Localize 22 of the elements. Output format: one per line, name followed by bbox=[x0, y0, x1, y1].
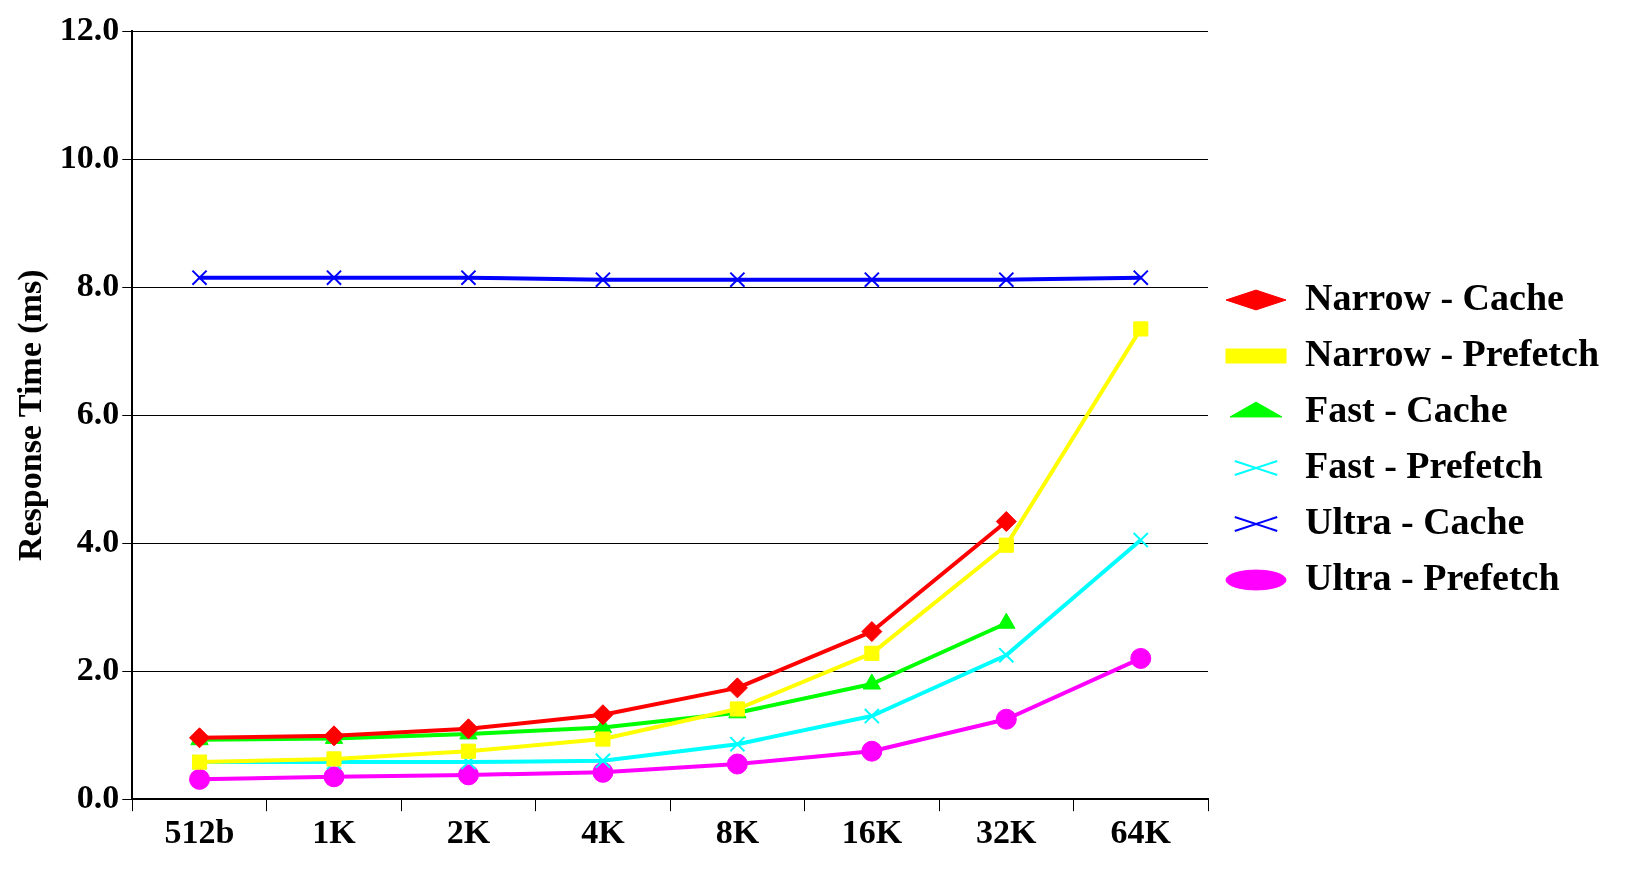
x-tick-label: 16K bbox=[841, 813, 903, 851]
x-tick-label: 512b bbox=[164, 813, 235, 851]
legend-label: Ultra - Prefetch bbox=[1305, 555, 1560, 598]
x-tick-label: 1K bbox=[312, 813, 357, 851]
y-tick-label: 2.0 bbox=[76, 650, 120, 688]
y-tick-label: 12.0 bbox=[59, 10, 120, 48]
y-tick-label: 8.0 bbox=[76, 266, 120, 304]
x-tick-label: 8K bbox=[715, 813, 760, 851]
legend-label: Narrow - Prefetch bbox=[1305, 331, 1600, 374]
y-tick-label: 4.0 bbox=[76, 522, 120, 560]
y-tick-label: 0.0 bbox=[76, 777, 120, 815]
legend-label: Fast - Cache bbox=[1305, 387, 1508, 430]
x-tick-label: 64K bbox=[1110, 813, 1172, 851]
y-axis-title: Response Time (ms) bbox=[11, 269, 50, 562]
legend-label: Narrow - Cache bbox=[1305, 275, 1564, 318]
y-tick-label: 6.0 bbox=[76, 394, 120, 432]
y-tick-label: 10.0 bbox=[59, 138, 120, 176]
x-tick-label: 4K bbox=[581, 813, 626, 851]
legend-label: Fast - Prefetch bbox=[1305, 443, 1543, 486]
legend-label: Ultra - Cache bbox=[1305, 499, 1525, 542]
x-tick-label: 32K bbox=[976, 813, 1038, 851]
x-tick-label: 2K bbox=[446, 813, 491, 851]
